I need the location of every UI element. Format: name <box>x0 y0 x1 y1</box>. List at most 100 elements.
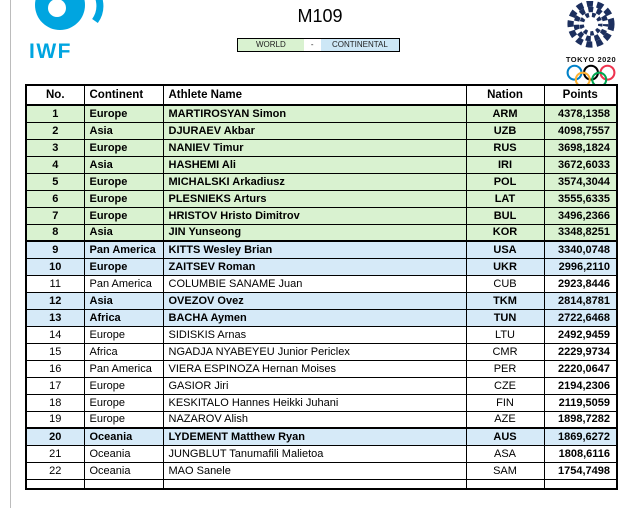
continental-tab[interactable]: CONTINENTAL <box>320 39 399 51</box>
nation-cell: PER <box>465 359 545 378</box>
athlete-name-cell: NGADJA NYABEYEU Junior Periclex <box>162 342 467 361</box>
rank-cell: 20 <box>25 427 85 446</box>
rank-cell: 22 <box>25 461 85 480</box>
table-row: 13 Africa BACHA Aymen TUN 2722,6468 <box>25 308 618 327</box>
ranking-table-body: 1 Europe MARTIROSYAN Simon ARM 4378,1358… <box>25 104 618 490</box>
continent-cell: Oceania <box>83 461 164 480</box>
athlete-name-cell: MAO Sanele <box>162 461 467 480</box>
athlete-name-cell: MARTIROSYAN Simon <box>162 104 467 123</box>
points-cell: 3574,3044 <box>543 172 618 191</box>
table-row: 22 Oceania MAO Sanele SAM 1754,7498 <box>25 461 618 480</box>
rank-cell: 19 <box>25 410 85 429</box>
rank-cell: 10 <box>25 257 85 276</box>
nation-cell: AZE <box>465 410 545 429</box>
nation-cell: FIN <box>465 393 545 412</box>
athlete-name-cell: LYDEMENT Matthew Ryan <box>162 427 467 446</box>
nation-cell: CMR <box>465 342 545 361</box>
rank-cell: 8 <box>25 223 85 242</box>
table-row: 17 Europe GASIOR Jiri CZE 2194,2306 <box>25 376 618 395</box>
athlete-name-cell: NAZAROV Alish <box>162 410 467 429</box>
table-row: 4 Asia HASHEMI Ali IRI 3672,6033 <box>25 155 618 174</box>
rank-cell: 21 <box>25 444 85 463</box>
continent-cell: Asia <box>83 121 164 140</box>
continent-cell: Europe <box>83 104 164 123</box>
world-continental-toggle: WORLD - CONTINENTAL <box>237 38 400 52</box>
continent-cell: Europe <box>83 189 164 208</box>
table-row: 21 Oceania JUNGBLUT Tanumafili Malietoa … <box>25 444 618 463</box>
nation-cell: USA <box>465 240 545 259</box>
rank-cell: 17 <box>25 376 85 395</box>
nation-cell: TUN <box>465 308 545 327</box>
rank-cell: 9 <box>25 240 85 259</box>
nation-cell: ASA <box>465 444 545 463</box>
nation-cell: TKM <box>465 291 545 310</box>
points-cell: 3672,6033 <box>543 155 618 174</box>
iwf-logo-icon <box>35 0 104 30</box>
continent-cell: Asia <box>83 155 164 174</box>
points-cell: 3340,0748 <box>543 240 618 259</box>
athlete-name-cell: PLESNIEKS Arturs <box>162 189 467 208</box>
athlete-name-cell: DJURAEV Akbar <box>162 121 467 140</box>
rank-cell: 14 <box>25 325 85 344</box>
nation-cell: LAT <box>465 189 545 208</box>
points-cell: 1869,6272 <box>543 427 618 446</box>
table-row: 1 Europe MARTIROSYAN Simon ARM 4378,1358 <box>25 104 618 123</box>
iwf-wordmark: IWF <box>29 40 72 63</box>
table-row: 6 Europe PLESNIEKS Arturs LAT 3555,6335 <box>25 189 618 208</box>
points-cell: 3555,6335 <box>543 189 618 208</box>
athlete-name-cell: KITTS Wesley Brian <box>162 240 467 259</box>
points-cell: 3698,1824 <box>543 138 618 157</box>
athlete-name-cell: BACHA Aymen <box>162 308 467 327</box>
nation-cell: UKR <box>465 257 545 276</box>
table-row: 18 Europe KESKITALO Hannes Heikki Juhani… <box>25 393 618 412</box>
nation-cell: CUB <box>465 274 545 293</box>
tokyo2020-label: TOKYO 2020 <box>565 55 617 64</box>
athlete-name-cell: OVEZOV Ovez <box>162 291 467 310</box>
athlete-name-cell: HRISTOV Hristo Dimitrov <box>162 206 467 225</box>
continent-cell: Oceania <box>83 427 164 446</box>
table-row: 7 Europe HRISTOV Hristo Dimitrov BUL 349… <box>25 206 618 225</box>
nation-cell: AUS <box>465 427 545 446</box>
continent-cell: Europe <box>83 393 164 412</box>
table-row: 9 Pan America KITTS Wesley Brian USA 334… <box>25 240 618 259</box>
points-cell: 2229,9734 <box>543 342 618 361</box>
continent-cell: Europe <box>83 376 164 395</box>
nation-cell: KOR <box>465 223 545 242</box>
points-cell: 2923,8446 <box>543 274 618 293</box>
table-row: 20 Oceania LYDEMENT Matthew Ryan AUS 186… <box>25 427 618 446</box>
rank-cell: 3 <box>25 138 85 157</box>
table-row: 12 Asia OVEZOV Ovez TKM 2814,8781 <box>25 291 618 310</box>
rank-cell: 11 <box>25 274 85 293</box>
athlete-name-cell: SIDISKIS Arnas <box>162 325 467 344</box>
continent-cell: Oceania <box>83 444 164 463</box>
world-tab[interactable]: WORLD <box>238 39 304 51</box>
table-row: 3 Europe NANIEV Timur RUS 3698,1824 <box>25 138 618 157</box>
athlete-name-cell: MICHALSKI Arkadiusz <box>162 172 467 191</box>
nation-cell: POL <box>465 172 545 191</box>
continent-cell: Europe <box>83 410 164 429</box>
nation-cell: IRI <box>465 155 545 174</box>
points-cell: 2220,0647 <box>543 359 618 378</box>
nation-cell: UZB <box>465 121 545 140</box>
continent-cell: Asia <box>83 291 164 310</box>
page-title: M109 <box>297 6 343 26</box>
athlete-name-cell: NANIEV Timur <box>162 138 467 157</box>
continent-cell: Africa <box>83 308 164 327</box>
col-header-points: Points <box>543 84 618 106</box>
athlete-name-cell: COLUMBIE SANAME Juan <box>162 274 467 293</box>
nation-cell: ARM <box>465 104 545 123</box>
points-cell: 1898,7282 <box>543 410 618 429</box>
rank-cell: 5 <box>25 172 85 191</box>
points-cell: 2492,9459 <box>543 325 618 344</box>
points-cell: 4378,1358 <box>543 104 618 123</box>
continent-cell: Africa <box>83 342 164 361</box>
rank-cell: 18 <box>25 393 85 412</box>
table-row: 2 Asia DJURAEV Akbar UZB 4098,7557 <box>25 121 618 140</box>
rank-cell: 6 <box>25 189 85 208</box>
nation-cell: SAM <box>465 461 545 480</box>
athlete-name-cell: KESKITALO Hannes Heikki Juhani <box>162 393 467 412</box>
table-row: 19 Europe NAZAROV Alish AZE 1898,7282 <box>25 410 618 429</box>
continent-cell: Pan America <box>83 240 164 259</box>
points-cell: 3348,8251 <box>543 223 618 242</box>
